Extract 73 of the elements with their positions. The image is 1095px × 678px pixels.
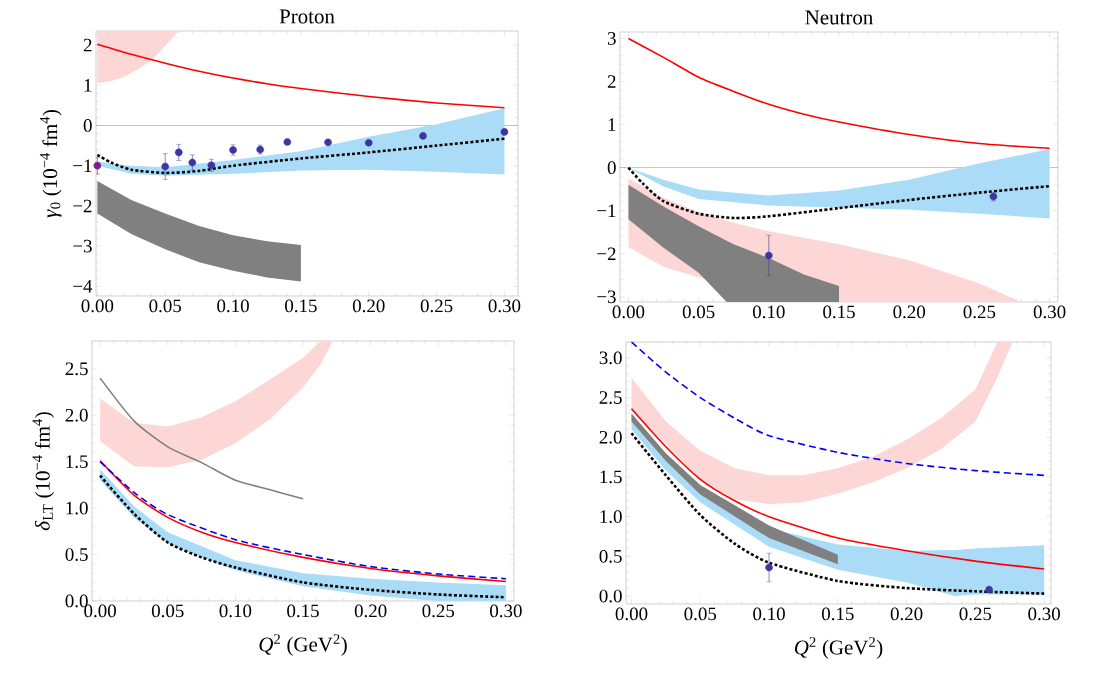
point (324, 138, 332, 147)
point (175, 148, 183, 157)
x-tick-label: 0.30 (490, 604, 522, 618)
y-tick-label: −2 (73, 199, 92, 213)
y-tick-label: 2 (607, 75, 616, 88)
x-tick-label: 0.20 (352, 299, 385, 313)
line-series (627, 166, 1051, 220)
x-tick-label: 0.15 (823, 305, 855, 319)
x-tick-label: 0.15 (821, 607, 854, 621)
y-tick-label: 1.0 (66, 501, 88, 515)
x-tick-label: 0.05 (151, 604, 184, 618)
x-tick-label: 0.25 (422, 604, 455, 618)
x-tick-label: 0.15 (285, 299, 317, 313)
line-series (96, 43, 506, 109)
x-tick-label: 0.30 (488, 299, 521, 313)
y-tick-label: −1 (597, 204, 616, 217)
line-series (630, 407, 1045, 570)
y-tick-label: −3 (73, 239, 92, 253)
x-axis-title: Q$^{2}$ (GeV$^{2}$) (794, 637, 883, 659)
x-tick-label: 0.25 (420, 299, 453, 313)
y-tick-label: 0 (83, 119, 92, 132)
x-tick-label: 0.30 (1028, 607, 1060, 621)
x-tick-label: 0.00 (615, 607, 648, 621)
y-tick-label: −2 (597, 247, 616, 261)
y-tick-label: 0 (607, 161, 616, 175)
y-tick-label: 2.0 (65, 408, 88, 422)
line-series (630, 341, 1045, 477)
point (93, 161, 102, 170)
x-tick-label: 0.10 (753, 607, 785, 621)
x-tick-label: 0.10 (217, 299, 249, 313)
y-tick-label: 1.5 (600, 470, 622, 484)
x-tick-label: 0.00 (612, 305, 645, 319)
x-tick-label: 0.25 (959, 607, 992, 621)
x-tick-label: 0.20 (893, 305, 926, 319)
x-tick-label: 0.00 (81, 299, 114, 313)
y-tick-label: −4 (73, 280, 93, 293)
line-series (96, 137, 506, 175)
x-tick-label: 0.05 (149, 299, 182, 313)
y-tick-label: 2.5 (65, 362, 88, 376)
x-tick-label: 0.20 (354, 604, 387, 618)
chart-title: Neutron (805, 10, 873, 25)
x-tick-label: 0.20 (890, 607, 923, 621)
y-tick-label: 0.5 (599, 549, 622, 563)
y-tick-label: 1.0 (600, 510, 622, 524)
y-tick-label: 1.5 (66, 455, 88, 469)
point (161, 162, 169, 171)
x-tick-label: 0.25 (963, 305, 996, 319)
x-axis-title: Q$^{2}$ (GeV$^{2}$) (259, 634, 347, 656)
y-tick-label: −1 (73, 159, 92, 172)
y-tick-label: −3 (597, 290, 616, 304)
chart-title: Proton (279, 9, 335, 24)
x-tick-label: 0.05 (684, 607, 717, 621)
x-tick-label: 0.10 (219, 604, 252, 618)
line-series (99, 377, 304, 500)
point (207, 161, 216, 170)
y-tick-label: 2 (83, 38, 92, 52)
y-tick-label: 1 (84, 79, 92, 92)
y-tick-label: 0.0 (599, 589, 622, 603)
y-tick-label: 1 (608, 118, 616, 131)
x-tick-label: 0.10 (752, 305, 785, 319)
point (188, 158, 197, 167)
x-tick-label: 0.30 (1033, 305, 1066, 319)
y-tick-label: 3.0 (599, 351, 622, 365)
y-axis-title: δ$_{LT}$ (10$^{−4}$ fm$^{4}$) (32, 412, 54, 531)
y-axis-title: γ$_{0}$ (10$^{−4}$ fm$^{4}$) (39, 109, 62, 218)
line-series (627, 37, 1051, 150)
x-tick-label: 0.15 (287, 604, 319, 618)
y-tick-label: 3 (607, 32, 616, 45)
y-tick-label: 2.5 (599, 391, 622, 404)
x-tick-label: 0.05 (682, 305, 715, 319)
y-tick-label: 0.5 (65, 548, 88, 561)
point (364, 138, 373, 147)
y-tick-label: 2.0 (599, 430, 622, 444)
